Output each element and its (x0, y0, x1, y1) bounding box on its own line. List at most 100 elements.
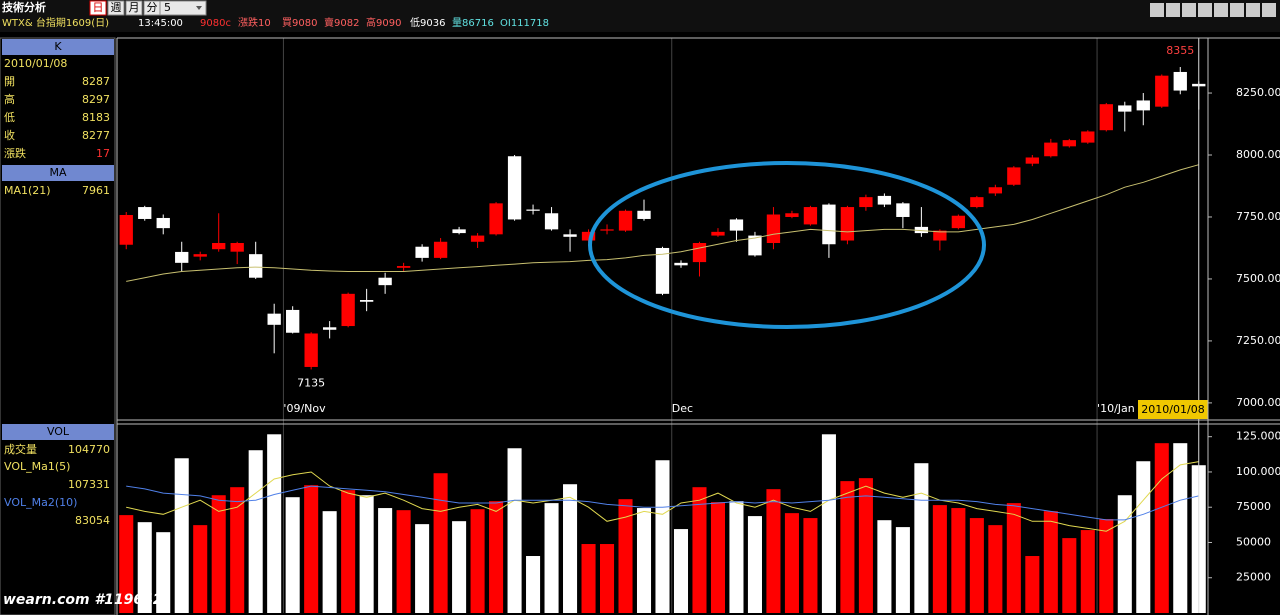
button[interactable] (1214, 3, 1228, 17)
vol-value: 104770 (68, 443, 110, 456)
ma-line (126, 461, 1199, 532)
candle-body (933, 230, 947, 241)
volume-bar (951, 508, 966, 613)
candle-body (692, 243, 707, 263)
panel-header-text: VOL (47, 425, 70, 438)
candle-body (1136, 100, 1150, 111)
panel-header-text: K (54, 40, 62, 53)
volume-bar (489, 501, 504, 613)
y-tick-label: 7500.000 (1236, 272, 1280, 285)
y-tick-label: 7000.000 (1236, 396, 1280, 409)
candle-body (785, 213, 799, 217)
volume-bar (433, 473, 448, 613)
candle-body (1081, 131, 1095, 143)
candle-body (748, 235, 762, 256)
candle-body (378, 277, 392, 286)
volume-bar (137, 522, 152, 613)
quote-item: 9080c (200, 18, 231, 29)
row-value: 8277 (82, 129, 110, 142)
volume-bar (969, 518, 984, 613)
period-count[interactable]: 5 (164, 1, 171, 14)
volume-bar (1062, 538, 1077, 613)
y-tick-label: 7250.000 (1236, 334, 1280, 347)
period-button[interactable] (107, 0, 125, 16)
volume-bar (1025, 556, 1040, 613)
highlight-ellipse (588, 161, 986, 329)
plot-area: 7000.000 7250.000 7500.000 7750.000 8000.000… (119, 38, 1280, 613)
panel-header-text: MA (49, 166, 66, 179)
button[interactable] (1246, 3, 1260, 17)
app-title: 技術分析 (2, 0, 46, 14)
candle-body (249, 254, 263, 278)
candle-body (970, 197, 984, 208)
volume-bar (322, 511, 337, 613)
volume-bar (1173, 443, 1188, 613)
y-tick-label: 25000 (1236, 571, 1271, 584)
candle-body (286, 309, 300, 333)
period-label[interactable]: 週 (111, 1, 122, 14)
volume-bar (267, 434, 282, 613)
candle-body (803, 207, 818, 225)
candle-body (822, 204, 836, 245)
volume-bar (710, 502, 726, 613)
candle-body (119, 214, 133, 245)
candle-body (322, 327, 337, 330)
quote-item: 高9090 (366, 16, 401, 29)
panel-date: 2010/01/08 (4, 57, 67, 70)
candle-body (600, 229, 614, 231)
ma-legend: MA1(21) (4, 184, 51, 197)
quote-item: OI111718 (500, 18, 549, 29)
period-label[interactable]: 分 (147, 1, 158, 14)
candle-body (840, 207, 855, 241)
row-label: 開 (4, 75, 15, 88)
volume-bar (341, 490, 356, 613)
volume-bar (193, 525, 208, 613)
button[interactable] (1166, 3, 1180, 17)
candle-body (230, 243, 244, 252)
volume-bar (1006, 503, 1021, 613)
candle-body (396, 266, 411, 268)
volume-bar (784, 513, 799, 613)
y-tick-label: 100.000K (1236, 465, 1280, 478)
x-tick-label: '10/Jan (1097, 402, 1135, 415)
period-count-box[interactable] (159, 0, 207, 16)
candle-body (267, 313, 281, 325)
volume-bar (692, 487, 707, 613)
dropdown-arrow (196, 6, 202, 10)
candle-body (896, 203, 910, 217)
candle-body (193, 254, 207, 257)
volume-bar (211, 495, 226, 613)
candle-body (1025, 157, 1039, 164)
volume-bar (747, 516, 762, 613)
button[interactable] (1230, 3, 1244, 17)
candle-body (138, 207, 152, 219)
button[interactable] (1150, 3, 1164, 17)
volume-bar (840, 481, 855, 613)
button[interactable] (1198, 3, 1212, 17)
candle-body (988, 187, 1003, 194)
candle-body (526, 209, 540, 211)
ohlc-rows: 開 8287 高 8297 低 8183 收 8277 漲跌 17 (4, 75, 110, 160)
button[interactable] (1182, 3, 1196, 17)
period-label[interactable]: 日 (93, 1, 104, 14)
period-button[interactable] (125, 0, 143, 16)
volume-bar (803, 518, 818, 613)
period-button[interactable] (89, 0, 107, 16)
button[interactable] (1262, 3, 1276, 17)
volume-bar (544, 503, 559, 613)
candle-body (359, 300, 374, 302)
volume-bar (655, 460, 670, 613)
row-value: 17 (96, 147, 110, 160)
candle-body (674, 262, 688, 266)
period-buttons: 日週月分 (89, 0, 161, 16)
volume-bar (932, 505, 947, 613)
volume-bar (877, 520, 892, 613)
volume-bar (618, 499, 633, 613)
candle-body (711, 231, 725, 236)
candle-body (581, 231, 596, 241)
volume-bar (359, 495, 374, 613)
quote-item: 量86716 (452, 17, 494, 29)
candle-body (341, 293, 355, 327)
period-label[interactable]: 月 (129, 1, 140, 14)
volume-bar (729, 501, 744, 613)
